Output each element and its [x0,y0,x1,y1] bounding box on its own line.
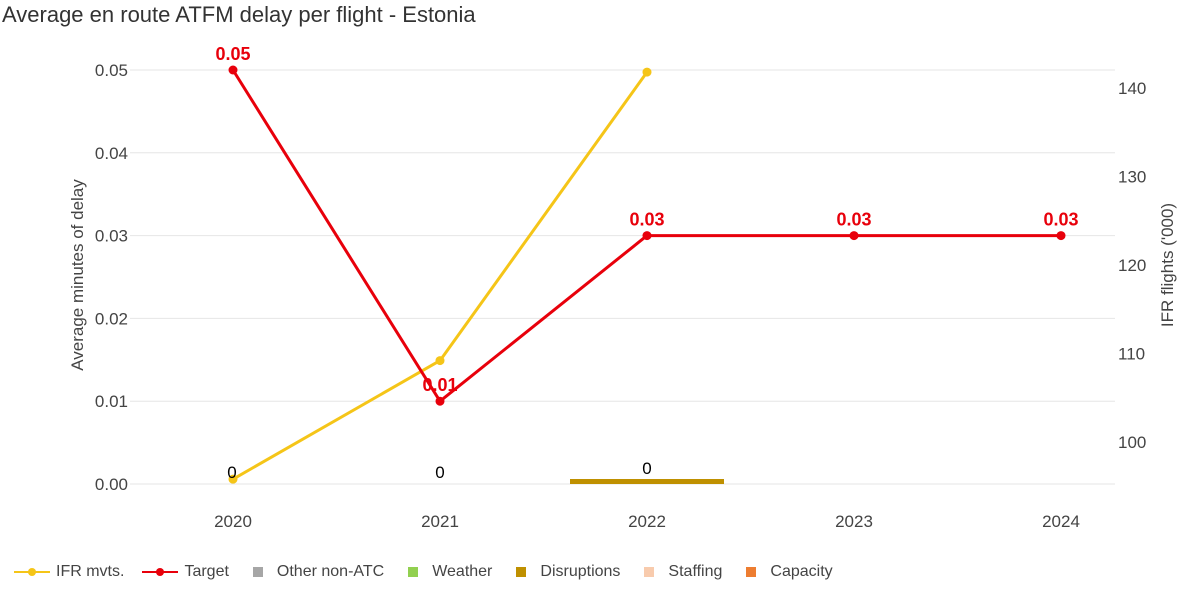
x-tick-label: 2022 [628,512,666,531]
chart: 0.00 0.01 0.02 0.03 0.04 0.05 100 110 120 130 140… [68,44,1177,531]
legend-label: Other non-ATC [276,563,385,580]
bars [570,479,724,484]
y-right-tick-label: 120 [1118,256,1146,275]
legend-square-marker [408,567,419,577]
point-target [1056,231,1066,241]
point-ifr-mvts- [228,474,238,484]
data-labels: 0.05 0.01 0.03 0.03 0.03 0 0 0 [215,44,1078,482]
point-target [228,65,238,75]
legend-line-marker [14,566,50,578]
target-value-label: 0.03 [836,210,871,230]
y-axis-right-title: IFR flights ('000) [1158,203,1177,327]
x-tick-label: 2021 [421,512,459,531]
legend-label: Target [184,563,229,580]
legend-item-staffing[interactable]: Staffing [638,563,722,581]
x-tick-label: 2023 [835,512,873,531]
legend-item-weather[interactable]: Weather [402,563,492,581]
x-tick-label: 2020 [214,512,252,531]
target-value-label: 0.03 [1043,210,1078,230]
legend-item-capacity[interactable]: Capacity [740,563,833,581]
legend-item-ifr-mvts-[interactable]: IFR mvts. [14,563,124,581]
legend-label: Weather [432,563,493,580]
legend-label: IFR mvts. [56,563,125,580]
legend-label: Capacity [770,563,833,580]
grid-lines [130,69,1115,485]
legend-square-marker [516,567,527,577]
point-ifr-mvts- [642,67,652,77]
point-target [642,231,652,241]
point-target [849,231,859,241]
y-right-tick-label: 100 [1118,433,1146,452]
y-axis-left-title: Average minutes of delay [68,179,87,371]
x-axis-ticks: 2020 2021 2022 2023 2024 [214,512,1080,531]
chart-title: Average en route ATFM delay per flight -… [2,2,476,27]
total-delay-label: 0 [435,463,444,482]
y-left-tick-label: 0.00 [95,475,128,494]
right-axis-ticks: 100 110 120 130 140 [1118,79,1146,452]
legend-square-marker [644,567,655,577]
total-delay-label: 0 [642,459,651,478]
y-right-tick-label: 140 [1118,79,1146,98]
y-left-tick-label: 0.03 [95,227,128,246]
y-left-tick-label: 0.02 [95,309,128,328]
legend: IFR mvts. Target Other non-ATC Weather Disru… [14,560,851,584]
target-value-label: 0.05 [215,44,250,64]
legend-label: Disruptions [540,563,621,580]
series-lines [228,65,1066,484]
total-delay-label: 0 [227,463,236,482]
point-target [435,396,445,406]
y-right-tick-label: 130 [1118,168,1146,187]
left-axis-ticks: 0.00 0.01 0.02 0.03 0.04 0.05 [95,61,128,494]
point-ifr-mvts- [435,356,445,366]
series-line-ifr-mvts- [232,71,649,481]
target-value-label: 0.03 [629,210,664,230]
legend-square-marker [746,567,757,577]
legend-label: Staffing [668,563,723,580]
legend-item-other-non-atc[interactable]: Other non-ATC [247,563,384,581]
legend-line-marker [142,566,179,578]
y-right-tick-label: 110 [1118,345,1145,364]
target-value-label: 0.01 [422,375,457,395]
legend-item-disruptions[interactable]: Disruptions [510,563,620,581]
bar-disruptions-2022 [570,479,724,484]
legend-square-marker [252,567,263,577]
y-left-tick-label: 0.05 [95,61,128,80]
y-left-tick-label: 0.04 [95,144,128,163]
legend-item-target[interactable]: Target [142,563,229,581]
x-tick-label: 2024 [1042,512,1080,531]
y-left-tick-label: 0.01 [95,392,128,411]
